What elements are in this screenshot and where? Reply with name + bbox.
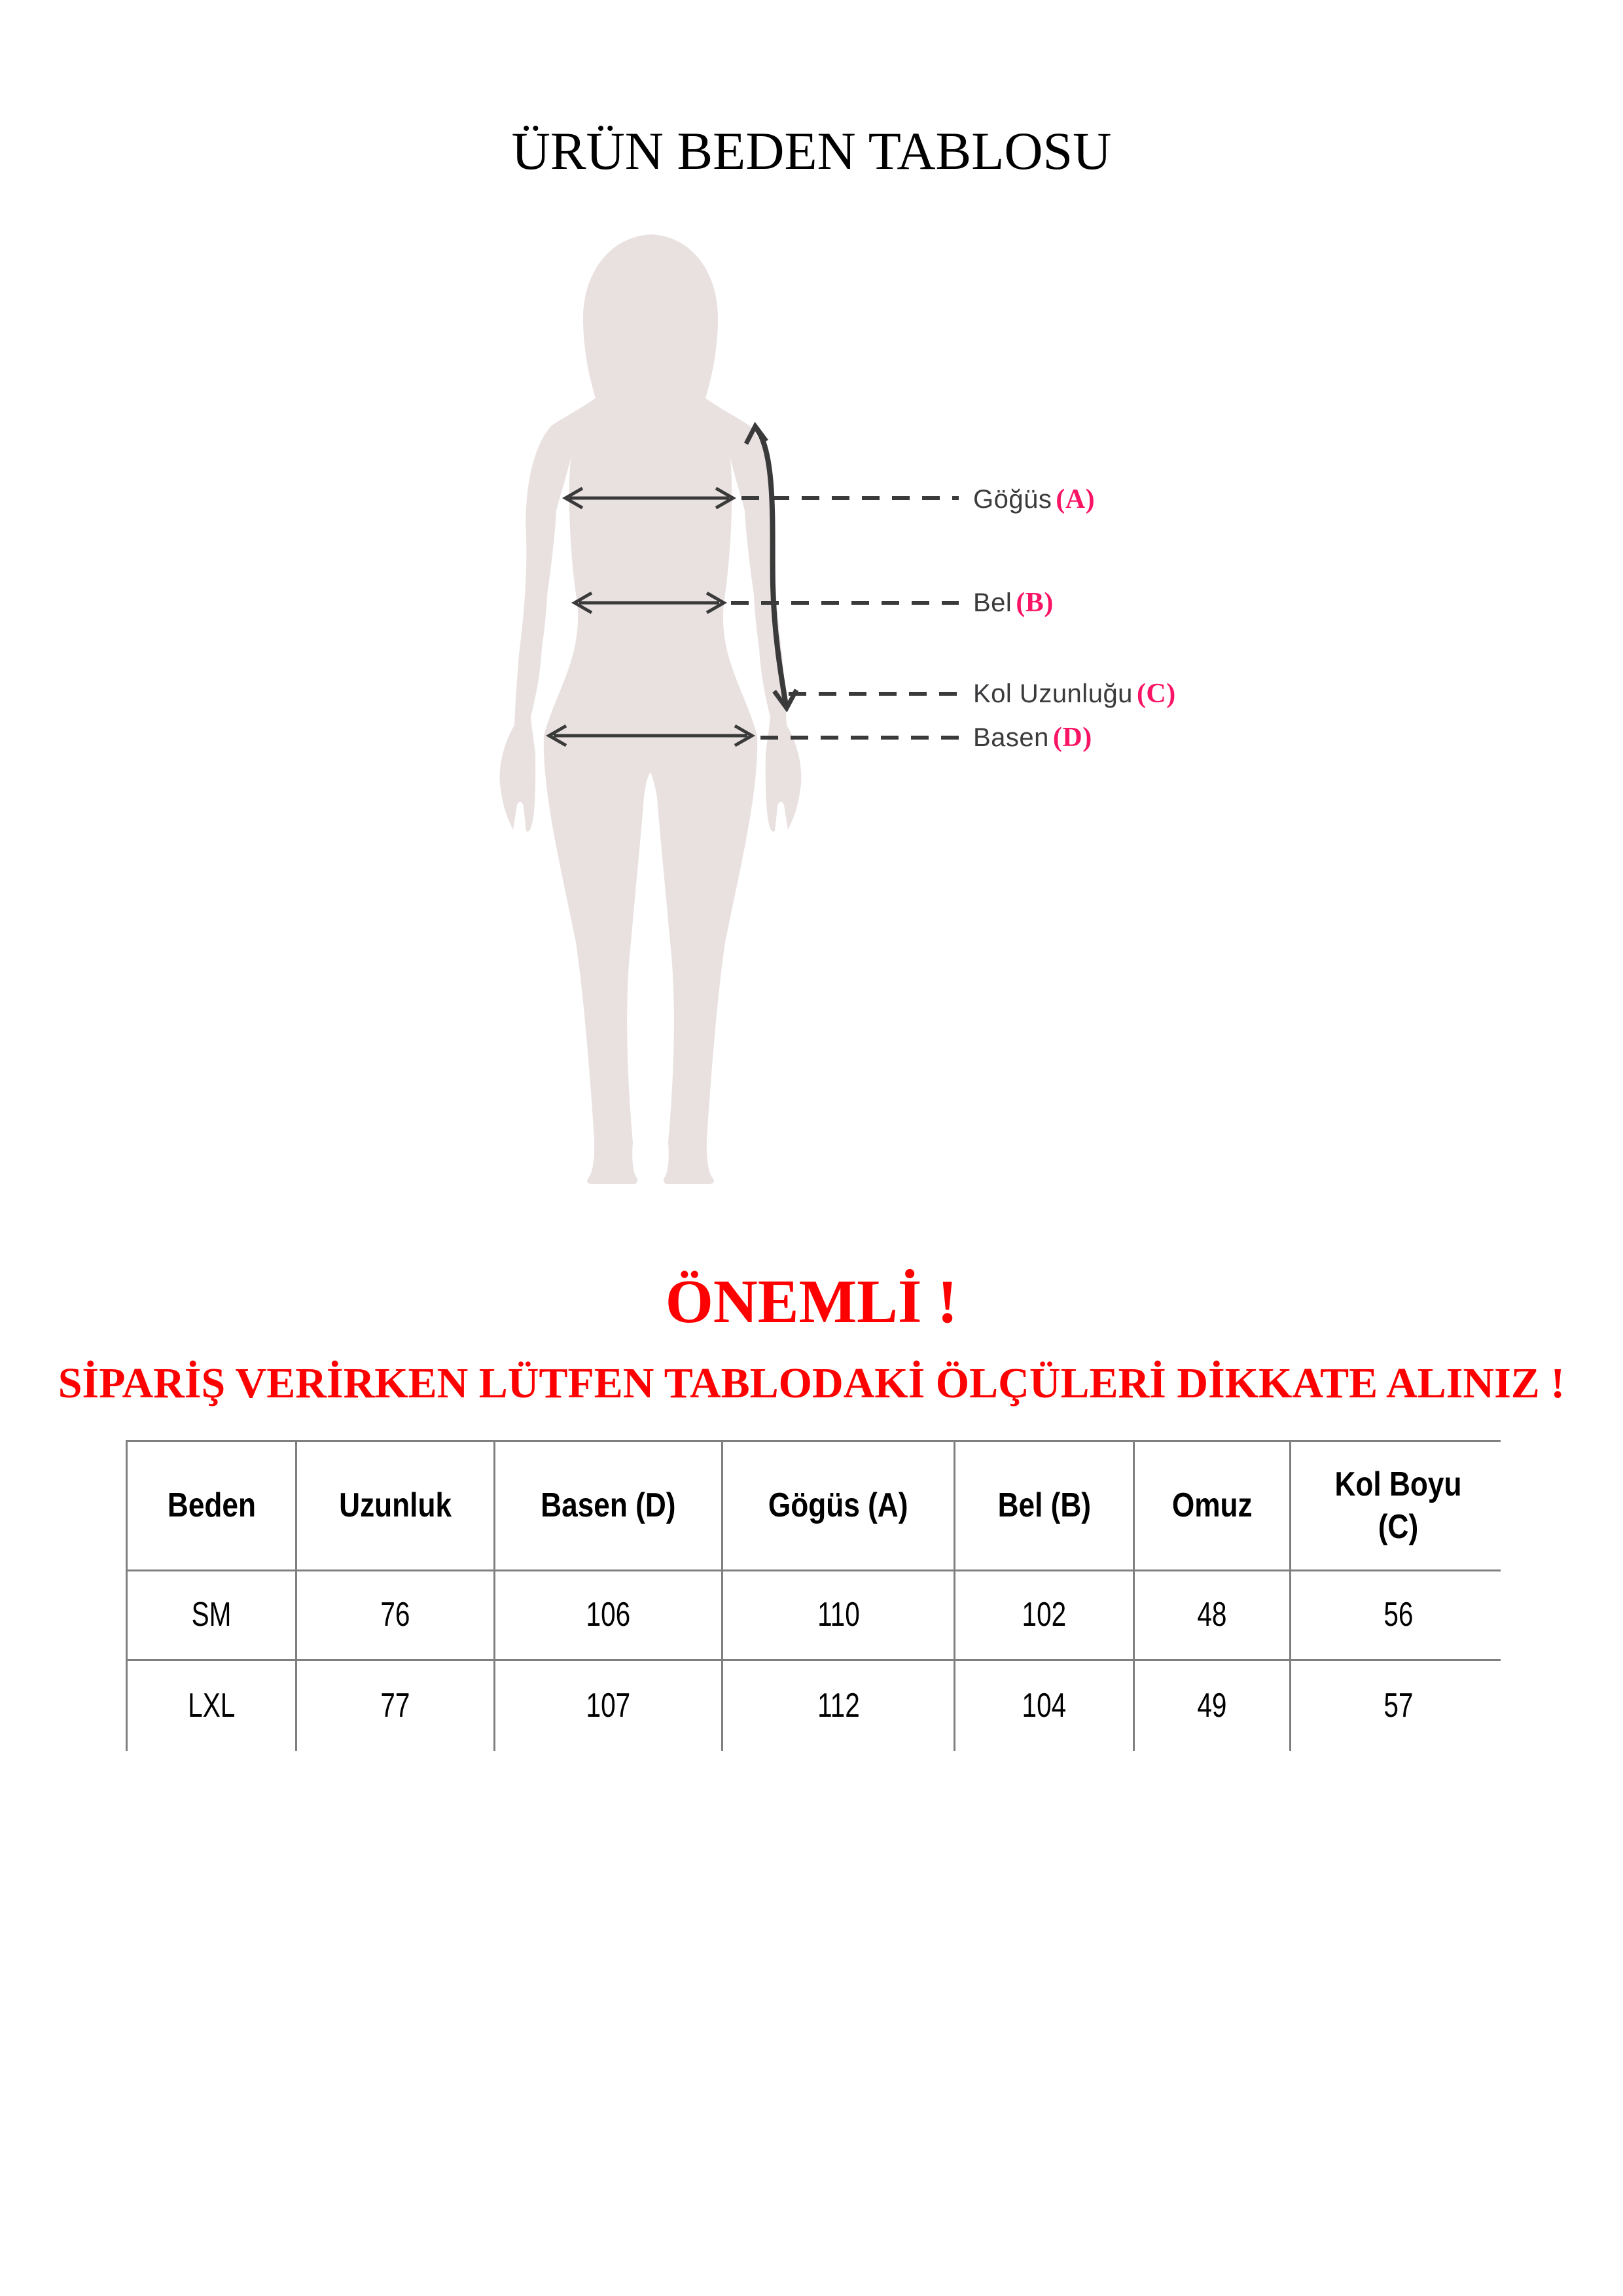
arm-length-arrow: [743, 422, 799, 713]
measure-label-chest: Göğüs (A): [973, 481, 1095, 518]
important-heading: ÖNEMLİ !: [665, 1268, 958, 1336]
header-basen: Basen (D): [495, 1442, 721, 1570]
measure-label-waist-text: Bel: [973, 588, 1012, 617]
measure-label-arm: Kol Uzunluğu (C): [973, 675, 1176, 712]
row-sm-bel: 102: [955, 1571, 1133, 1659]
header-omuz: Omuz: [1135, 1442, 1289, 1570]
measure-letter-b: (B): [1016, 588, 1054, 618]
header-kol-boyu: Kol Boyu (C): [1291, 1442, 1505, 1570]
row-lxl-uzunluk: 77: [297, 1661, 493, 1751]
row-sm-uzunluk: 76: [297, 1571, 493, 1659]
header-beden: Beden: [128, 1442, 295, 1570]
row-lxl-basen: 107: [495, 1661, 721, 1751]
row-lxl-gogus: 112: [723, 1661, 954, 1751]
header-gogus: Gögüs (A): [723, 1442, 954, 1570]
measure-letter-a: (A): [1056, 484, 1096, 514]
waist-measure-arrow: [571, 591, 728, 615]
row-sm-gogus: 110: [723, 1571, 954, 1659]
size-table: Beden Uzunluk Basen (D) Gögüs (A) Bel (B…: [126, 1440, 1505, 1751]
header-uzunluk: Uzunluk: [297, 1442, 493, 1570]
measure-letter-d: (D): [1052, 723, 1092, 753]
leader-dashes: [731, 496, 959, 740]
chest-measure-arrow: [562, 486, 737, 510]
body-silhouette-svg: [499, 234, 959, 1184]
warning-text: SİPARİŞ VERİRKEN LÜTFEN TABLODAKİ ÖLÇÜLE…: [58, 1359, 1565, 1407]
body-silhouette: [499, 234, 802, 1184]
header-bel: Bel (B): [955, 1442, 1133, 1570]
measure-label-chest-text: Göğüs: [973, 485, 1052, 514]
row-sm-beden: SM: [128, 1571, 295, 1659]
row-sm-kol-boyu: 56: [1291, 1571, 1505, 1659]
measure-letter-c: (C): [1136, 679, 1176, 709]
row-lxl-bel: 104: [955, 1661, 1133, 1751]
row-lxl-omuz: 49: [1135, 1661, 1289, 1751]
hip-measure-arrow: [545, 724, 756, 747]
measure-label-arm-text: Kol Uzunluğu: [973, 679, 1133, 708]
row-lxl-beden: LXL: [128, 1661, 295, 1751]
row-sm-basen: 106: [495, 1571, 721, 1659]
row-sm-omuz: 48: [1135, 1571, 1289, 1659]
measure-label-hip: Basen (D): [973, 719, 1092, 756]
measure-label-hip-text: Basen: [973, 723, 1049, 752]
body-measurement-figure: [452, 229, 962, 1191]
measure-label-waist: Bel (B): [973, 584, 1054, 621]
row-lxl-kol-boyu: 57: [1291, 1661, 1505, 1751]
page-title: ÜRÜN BEDEN TABLOSU: [511, 121, 1112, 181]
